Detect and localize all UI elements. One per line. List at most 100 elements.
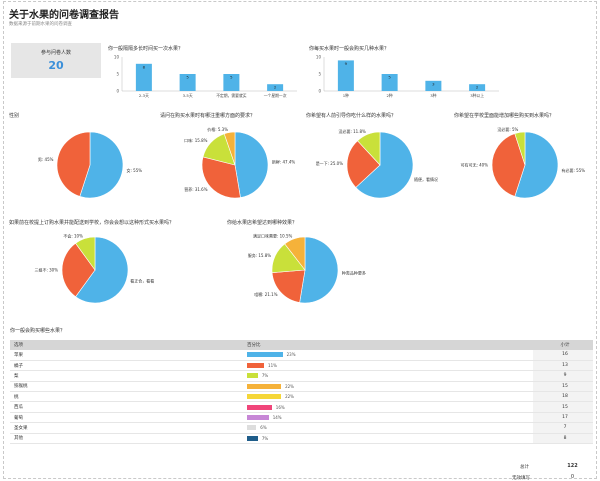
bar-value-label: 2 [274, 85, 277, 90]
x-category-label: 3种 [430, 93, 436, 98]
percent-bar [247, 383, 282, 389]
bar-value-label: 2 [476, 85, 479, 90]
row-count: 16 [533, 350, 593, 361]
row-count: 13 [533, 360, 593, 372]
table-title: 你一般会购买哪些水果？ [10, 328, 66, 334]
invalid-value: 0 [570, 474, 575, 480]
pie-slice [271, 269, 306, 303]
row-percent-label: 6% [260, 425, 267, 431]
percent-bar [247, 415, 269, 421]
table-row: 圣女果 6% 7 [10, 422, 593, 434]
total-value: 122 [567, 463, 578, 469]
row-percent-label: 11% [268, 363, 277, 369]
pie-slice [346, 140, 381, 188]
report-frame [3, 1, 597, 479]
y-tick-label: 10 [114, 55, 120, 60]
y-tick-label: 0 [318, 89, 321, 94]
row-percent-label: 7% [261, 373, 269, 379]
participant-count-card: 参与问卷人数 20 [11, 43, 101, 78]
x-category-label: 2-3天 [139, 93, 149, 98]
row-count: 9 [533, 370, 593, 382]
pie-slice [61, 242, 96, 298]
pie-slice-label: 可有可无: 40% [460, 162, 488, 168]
pie-slice-label: 看正合，看看 [130, 278, 154, 284]
percent-bar [247, 394, 282, 400]
total-label: 总计 [520, 465, 529, 470]
row-option: 苹果 [10, 350, 243, 361]
pie-slice-label: 没必要: 11.8% [339, 128, 367, 134]
row-count: 15 [533, 381, 593, 393]
bar [381, 74, 398, 91]
percent-bar [247, 435, 258, 441]
pie-slice [299, 236, 339, 304]
bar-value-label: 5 [230, 75, 233, 80]
y-tick-label: 10 [316, 55, 322, 60]
row-option: 其他 [10, 433, 243, 445]
pie-slice [223, 131, 236, 166]
table-header-row: 选项 百分比 小计 [10, 340, 593, 350]
x-category-label: 2种 [387, 93, 393, 98]
y-tick-label: 5 [318, 72, 321, 77]
invalid-label: 无效填写 [512, 476, 530, 481]
pie-slice-label: 满足口味需要: 10.5% [253, 232, 293, 238]
header-option: 选项 [10, 340, 243, 350]
pie-slice-label: 服务: 15.8% [248, 252, 272, 258]
pie-slice-label: 价格: 5.3% [207, 126, 228, 132]
row-percent-label: 16% [275, 404, 285, 410]
row-percent-cell: 7% [243, 370, 533, 382]
chart-title-q1: 你一般隔隔多长时间买一次水果？ [108, 46, 184, 52]
pie-slice-label: 种类品种要多 [342, 269, 366, 275]
row-count: 18 [533, 391, 593, 403]
bar-value-label: 9 [345, 61, 348, 66]
chart-title-q5: 你希望有人前引导你吃什么样的水果吗？ [306, 113, 397, 119]
percent-bar [247, 373, 258, 379]
bar [179, 74, 196, 91]
pie-slice [56, 131, 91, 197]
pie-slice-label: 咀嚼: 21.1% [254, 291, 278, 297]
bar-value-label: 5 [186, 75, 189, 80]
pie-slice [355, 131, 414, 199]
pie-slice-label: 男: 45% [38, 157, 54, 162]
pie-slice [491, 133, 526, 197]
pie-slice [79, 131, 124, 199]
bar [425, 80, 442, 91]
row-percent-cell: 11% [243, 360, 533, 372]
page-title: 关于水果的问卷调查报告 [9, 10, 119, 21]
bar [267, 84, 284, 91]
x-category-label: 一个星期一次 [264, 93, 287, 98]
pie-slice [284, 236, 306, 271]
pie-chart-q3: 女: 55% 男: 45% [38, 131, 142, 199]
percent-bar [247, 425, 257, 431]
row-option: 橘子 [10, 360, 243, 372]
bar [223, 74, 240, 91]
row-percent-cell: 22% [243, 391, 533, 403]
row-percent-label: 22% [285, 383, 294, 389]
pie-slice [514, 131, 526, 166]
bar [135, 63, 152, 91]
pie-slice-label: 口味: 15.8% [184, 137, 208, 143]
chart-title-q4: 请问在购买水果时有哪注重哪方面的要求？ [160, 113, 256, 119]
row-percent-cell: 23% [243, 350, 533, 361]
pie-slice-label: 营养: 31.6% [184, 186, 208, 192]
row-count: 17 [533, 412, 593, 424]
row-count: 15 [533, 401, 593, 413]
bar [469, 84, 486, 91]
row-option: 葡萄 [10, 412, 243, 424]
participant-count-value: 20 [48, 59, 64, 72]
header-percent: 百分比 [243, 340, 533, 350]
table-row: 葡萄 14% 17 [10, 412, 593, 424]
row-percent-cell: 7% [243, 433, 533, 445]
pie-chart-q7: 看正合，看看 三姐不: 30% 不会: 10% [34, 232, 154, 304]
percent-bar [247, 404, 272, 410]
chart-title-q3: 性别 [9, 113, 20, 119]
row-percent-label: 14% [272, 415, 282, 421]
bar-value-label: 5 [388, 75, 391, 80]
table-row: 橘子 11% 13 [10, 360, 593, 372]
chart-title-q2: 你每买水果时一般会购买几种水果？ [309, 46, 390, 52]
bar [337, 60, 354, 91]
pie-slice-label: 随便，看情况 [414, 176, 438, 182]
row-count: 7 [533, 422, 593, 434]
row-option: 西瓜 [10, 401, 243, 413]
pie-slice [514, 131, 559, 199]
row-percent-cell: 6% [243, 422, 533, 434]
